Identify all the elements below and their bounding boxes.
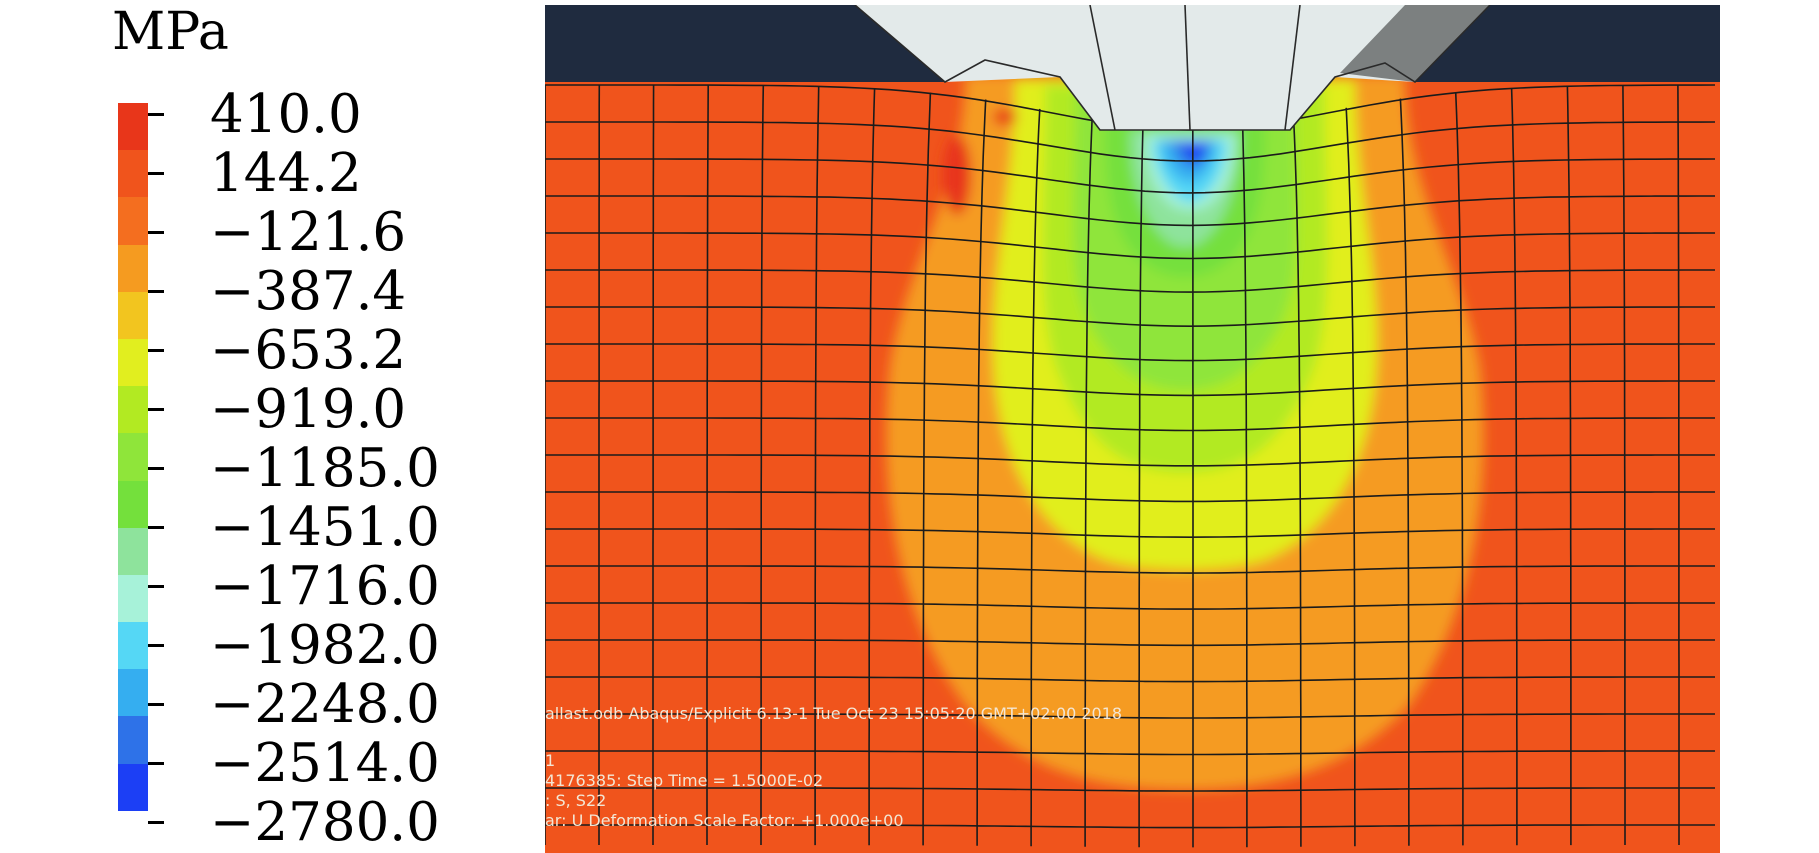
legend-color-band (118, 575, 148, 622)
legend-color-band (118, 150, 148, 197)
legend-label: 410.0 (210, 85, 362, 145)
info-line: ar: U Deformation Scale Factor: +1.000e+… (545, 811, 904, 830)
legend-tick (148, 290, 164, 293)
legend-tick (148, 113, 164, 116)
legend-unit: MPa (112, 2, 229, 62)
legend-color-band (118, 528, 148, 575)
legend-color-band (118, 764, 148, 811)
legend-label: −121.6 (210, 203, 406, 263)
legend-color-band (118, 386, 148, 433)
legend-tick (148, 821, 164, 824)
legend-color-band (118, 245, 148, 292)
legend-label: −1716.0 (210, 557, 440, 617)
legend-tick (148, 172, 164, 175)
legend-label: −1185.0 (210, 439, 440, 499)
info-line: allast.odb Abaqus/Explicit 6.13-1 Tue Oc… (545, 704, 1122, 723)
legend-color-band (118, 481, 148, 528)
legend-color-band (118, 433, 148, 480)
legend-label: −919.0 (210, 380, 406, 440)
legend-tick (148, 703, 164, 706)
legend-tick (148, 585, 164, 588)
legend-tick (148, 408, 164, 411)
stress-legend: MPa 410.0 144.2 −121.6 −387.4 −653.2 −91… (0, 0, 540, 849)
legend-label: −387.4 (210, 262, 406, 322)
legend-color-band (118, 103, 148, 150)
fea-viewport: allast.odb Abaqus/Explicit 6.13-1 Tue Oc… (545, 5, 1720, 853)
legend-color-band (118, 292, 148, 339)
legend-label: −2514.0 (210, 734, 440, 794)
legend-tick (148, 349, 164, 352)
legend-tick (148, 467, 164, 470)
info-line: : S, S22 (545, 791, 606, 810)
info-line: 1 (545, 751, 555, 770)
legend-color-band (118, 669, 148, 716)
legend-label: −653.2 (210, 321, 406, 381)
stress-contour-plot: allast.odb Abaqus/Explicit 6.13-1 Tue Oc… (545, 5, 1720, 853)
info-line: 4176385: Step Time = 1.5000E-02 (545, 771, 823, 790)
legend-color-band (118, 622, 148, 669)
stress-contours (886, 75, 1484, 790)
legend-label: 144.2 (210, 144, 362, 204)
legend-tick (148, 231, 164, 234)
legend-tick (148, 762, 164, 765)
legend-label: −1451.0 (210, 498, 440, 558)
legend-color-band (118, 339, 148, 386)
legend-color-band (118, 197, 148, 244)
legend-tick (148, 644, 164, 647)
legend-colorbar (118, 103, 148, 811)
legend-tick (148, 526, 164, 529)
legend-color-band (118, 716, 148, 763)
legend-label: −1982.0 (210, 616, 440, 676)
legend-label: −2780.0 (210, 793, 440, 853)
mesh-column-line (653, 85, 654, 845)
legend-label: −2248.0 (210, 675, 440, 735)
